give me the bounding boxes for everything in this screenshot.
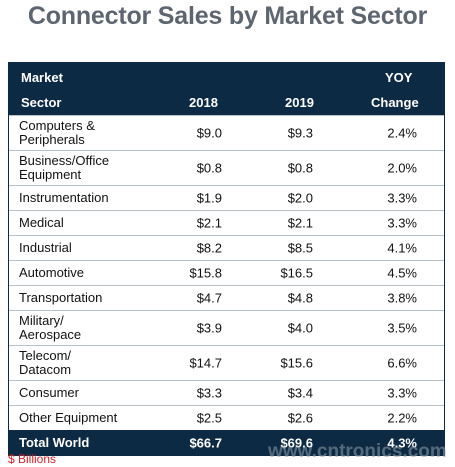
change-cell: 4.5% — [387, 265, 417, 281]
sales-table: Market Sector 2018 2019 YOY Change Compu… — [8, 62, 445, 456]
change-cell: 2.0% — [387, 160, 417, 176]
change-cell: 3.3% — [387, 385, 417, 401]
table-row: Consumer $3.3 $3.4 3.3% — [9, 380, 444, 405]
value-2018-cell: $3.9 — [196, 320, 222, 336]
chart-title: Connector Sales by Market Sector — [27, 2, 428, 30]
sector-cell: Transportation — [19, 290, 103, 305]
header-sector-line1: Market — [21, 70, 63, 85]
header-sector-line2: Sector — [21, 95, 62, 110]
value-2019-cell: $15.6 — [280, 355, 313, 371]
change-cell: 3.3% — [387, 190, 417, 206]
value-2019-cell: $3.4 — [287, 385, 313, 401]
value-2019-cell: $2.6 — [287, 410, 313, 426]
change-cell: 2.2% — [387, 410, 417, 426]
value-2018-cell: $4.7 — [196, 290, 222, 306]
value-2019-cell: $9.3 — [287, 125, 313, 141]
value-2018-cell: $1.9 — [196, 190, 222, 206]
value-2018-cell: $2.1 — [196, 215, 222, 231]
sector-cell: Business/Office Equipment — [19, 153, 110, 182]
header-2018: 2018 — [189, 95, 218, 110]
table-row: Industrial $8.2 $8.5 4.1% — [9, 235, 444, 260]
watermark: www.cntronics.com — [268, 441, 447, 462]
header-2019: 2019 — [285, 95, 314, 110]
total-row: Total World $66.7 $69.6 4.3% — [9, 430, 444, 455]
total-2019: $69.6 — [280, 435, 313, 450]
sector-cell: Telecom/ Datacom — [19, 348, 72, 377]
change-cell: 4.1% — [387, 240, 417, 256]
value-2019-cell: $16.5 — [280, 265, 313, 281]
total-label: Total World — [19, 434, 90, 450]
value-2018-cell: $3.3 — [196, 385, 222, 401]
value-2019-cell: $4.0 — [287, 320, 313, 336]
value-2018-cell: $14.7 — [189, 355, 222, 371]
value-2018-cell: $0.8 — [196, 160, 222, 176]
units-footnote: $ Billions — [8, 452, 57, 466]
value-2019-cell: $0.8 — [287, 160, 313, 176]
table-row: Telecom/ Datacom $14.7 $15.6 6.6% — [9, 345, 444, 380]
table-row: Medical $2.1 $2.1 3.3% — [9, 210, 444, 235]
value-2019-cell: $4.8 — [287, 290, 313, 306]
table-row: Computers & Peripherals $9.0 $9.3 2.4% — [9, 115, 444, 150]
header-change: Change — [371, 95, 419, 110]
change-cell: 2.4% — [387, 125, 417, 141]
sector-cell: Industrial — [19, 240, 72, 255]
sector-cell: Automotive — [19, 265, 85, 280]
change-cell: 3.5% — [387, 320, 417, 336]
value-2019-cell: $2.1 — [287, 215, 313, 231]
total-change: 4.3% — [387, 435, 417, 450]
total-2018: $66.7 — [189, 435, 222, 450]
value-2018-cell: $15.8 — [189, 265, 222, 281]
sector-cell: Computers & Peripherals — [19, 118, 95, 147]
table-header: Market Sector 2018 2019 YOY Change — [9, 63, 444, 115]
change-cell: 3.8% — [387, 290, 417, 306]
sector-cell: Consumer — [19, 385, 79, 400]
table-row: Transportation $4.7 $4.8 3.8% — [9, 285, 444, 310]
table-row: Other Equipment $2.5 $2.6 2.2% — [9, 405, 444, 430]
value-2019-cell: $2.0 — [287, 190, 313, 206]
value-2019-cell: $8.5 — [287, 240, 313, 256]
change-cell: 3.3% — [387, 215, 417, 231]
value-2018-cell: $2.5 — [196, 410, 222, 426]
change-cell: 6.6% — [387, 355, 417, 371]
table-row: Automotive $15.8 $16.5 4.5% — [9, 260, 444, 285]
sector-cell: Other Equipment — [19, 410, 118, 425]
sector-cell: Instrumentation — [19, 190, 109, 205]
table-row: Business/Office Equipment $0.8 $0.8 2.0% — [9, 150, 444, 185]
value-2018-cell: $9.0 — [196, 125, 222, 141]
sector-cell: Military/ Aerospace — [19, 313, 82, 342]
table-row: Military/ Aerospace $3.9 $4.0 3.5% — [9, 310, 444, 345]
table-row: Instrumentation $1.9 $2.0 3.3% — [9, 185, 444, 210]
sector-cell: Medical — [19, 215, 64, 230]
header-yoy: YOY — [385, 70, 413, 85]
value-2018-cell: $8.2 — [196, 240, 222, 256]
table-body: Computers & Peripherals $9.0 $9.3 2.4% Busin… — [9, 115, 444, 430]
